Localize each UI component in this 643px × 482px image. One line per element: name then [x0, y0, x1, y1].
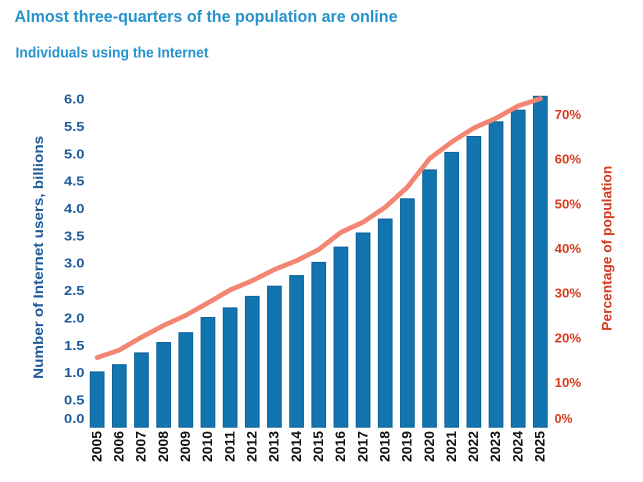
svg-text:5.0: 5.0	[64, 146, 85, 161]
svg-text:1.0: 1.0	[64, 365, 85, 380]
svg-text:2017: 2017	[355, 431, 370, 462]
svg-text:2015: 2015	[311, 431, 326, 462]
svg-text:2014: 2014	[289, 431, 304, 462]
svg-text:70%: 70%	[555, 107, 582, 122]
svg-text:0%: 0%	[555, 411, 573, 426]
svg-text:10%: 10%	[555, 375, 582, 390]
svg-text:40%: 40%	[555, 241, 582, 256]
svg-text:2025: 2025	[533, 431, 548, 462]
svg-text:1.5: 1.5	[64, 338, 85, 353]
svg-text:2005: 2005	[89, 431, 104, 462]
svg-text:Number of Internet users, bill: Number of Internet users, billions	[30, 136, 46, 379]
svg-text:6.0: 6.0	[64, 92, 85, 107]
svg-text:2008: 2008	[156, 431, 171, 462]
svg-text:60%: 60%	[555, 152, 582, 167]
svg-text:3.5: 3.5	[64, 228, 85, 243]
svg-text:30%: 30%	[555, 286, 582, 301]
svg-text:2018: 2018	[377, 431, 392, 462]
svg-text:2016: 2016	[333, 431, 348, 462]
svg-text:2022: 2022	[466, 431, 481, 462]
svg-text:50%: 50%	[555, 196, 582, 211]
svg-text:2012: 2012	[244, 431, 259, 462]
svg-text:2007: 2007	[134, 431, 149, 462]
svg-text:2009: 2009	[178, 431, 193, 462]
svg-text:4.0: 4.0	[64, 201, 85, 216]
svg-text:Percentage of population: Percentage of population	[599, 166, 615, 331]
svg-text:2024: 2024	[510, 431, 525, 462]
svg-text:2011: 2011	[222, 430, 237, 462]
svg-text:5.5: 5.5	[64, 119, 85, 134]
svg-text:2019: 2019	[400, 431, 415, 462]
svg-text:20%: 20%	[555, 330, 582, 345]
svg-text:2.5: 2.5	[64, 283, 85, 298]
svg-text:2010: 2010	[200, 431, 215, 462]
svg-text:2006: 2006	[112, 431, 127, 462]
svg-text:Individuals using the Internet: Individuals using the Internet	[16, 46, 209, 62]
svg-text:4.5: 4.5	[64, 174, 85, 189]
svg-text:2020: 2020	[422, 431, 437, 462]
svg-text:2013: 2013	[267, 431, 282, 462]
svg-text:2023: 2023	[488, 431, 503, 462]
svg-text:Almost three-quarters of the p: Almost three-quarters of the population …	[15, 7, 398, 26]
svg-text:2021: 2021	[444, 431, 459, 462]
svg-text:0.0: 0.0	[64, 411, 85, 426]
svg-text:2.0: 2.0	[64, 310, 85, 325]
svg-text:0.5: 0.5	[64, 393, 85, 408]
svg-text:3.0: 3.0	[64, 256, 85, 271]
